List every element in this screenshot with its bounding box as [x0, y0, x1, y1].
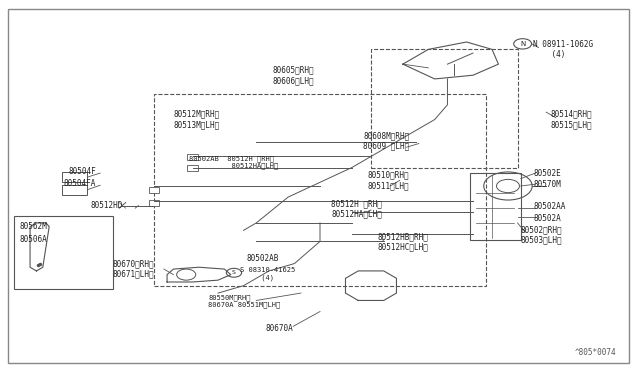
Text: 80502A: 80502A: [534, 214, 561, 223]
Text: 80502〈RH〉
80503〈LH〉: 80502〈RH〉 80503〈LH〉: [521, 225, 563, 244]
Bar: [154, 94, 486, 286]
Bar: [149, 187, 159, 193]
Bar: [14, 215, 113, 289]
Bar: [62, 185, 88, 195]
Text: S 08310-41625
     (4): S 08310-41625 (4): [241, 267, 296, 280]
Text: N: N: [520, 41, 525, 47]
Bar: [188, 165, 198, 171]
Text: 80504FA: 80504FA: [64, 179, 96, 187]
Text: 80608M〈RH〉
80609 〈LH〉: 80608M〈RH〉 80609 〈LH〉: [364, 131, 410, 151]
Text: 80514〈RH〉
80515〈LH〉: 80514〈RH〉 80515〈LH〉: [550, 110, 592, 129]
Text: 80670〈RH〉
80671〈LH〉: 80670〈RH〉 80671〈LH〉: [113, 259, 154, 279]
Text: 80512H 〈RH〉
80512HA〈LH〉: 80512H 〈RH〉 80512HA〈LH〉: [332, 199, 382, 219]
Text: 80512M〈RH〉
80513M〈LH〉: 80512M〈RH〉 80513M〈LH〉: [173, 110, 220, 129]
Text: 80504F: 80504F: [68, 167, 96, 176]
Text: 80502AA: 80502AA: [534, 202, 566, 211]
Text: 80605〈RH〉
80606〈LH〉: 80605〈RH〉 80606〈LH〉: [272, 65, 314, 85]
Text: 80562M: 80562M: [19, 222, 47, 231]
Bar: [188, 154, 198, 160]
Text: 80512HD: 80512HD: [91, 201, 123, 210]
Text: 80506A: 80506A: [19, 235, 47, 244]
Text: N 08911-1062G
    (4): N 08911-1062G (4): [534, 40, 593, 59]
Text: 80570M: 80570M: [534, 180, 561, 189]
Text: 80550M〈RH〉
80670A 80551M〈LH〉: 80550M〈RH〉 80670A 80551M〈LH〉: [209, 294, 281, 308]
Text: 80502E: 80502E: [534, 169, 561, 177]
Text: 80670A: 80670A: [266, 324, 294, 333]
Bar: [149, 201, 159, 206]
Text: 80502AB: 80502AB: [246, 254, 279, 263]
Text: S: S: [232, 270, 236, 275]
Bar: [371, 49, 518, 167]
Text: 80502AB  80512H 〈RH〉
          80512HA〈LH〉: 80502AB 80512H 〈RH〉 80512HA〈LH〉: [189, 155, 278, 169]
Bar: [62, 172, 88, 182]
Text: ^805*0074: ^805*0074: [575, 347, 616, 357]
Text: 80510〈RH〉
80511〈LH〉: 80510〈RH〉 80511〈LH〉: [368, 171, 410, 190]
Text: 80512HB〈RH〉
80512HC〈LH〉: 80512HB〈RH〉 80512HC〈LH〉: [378, 232, 428, 252]
